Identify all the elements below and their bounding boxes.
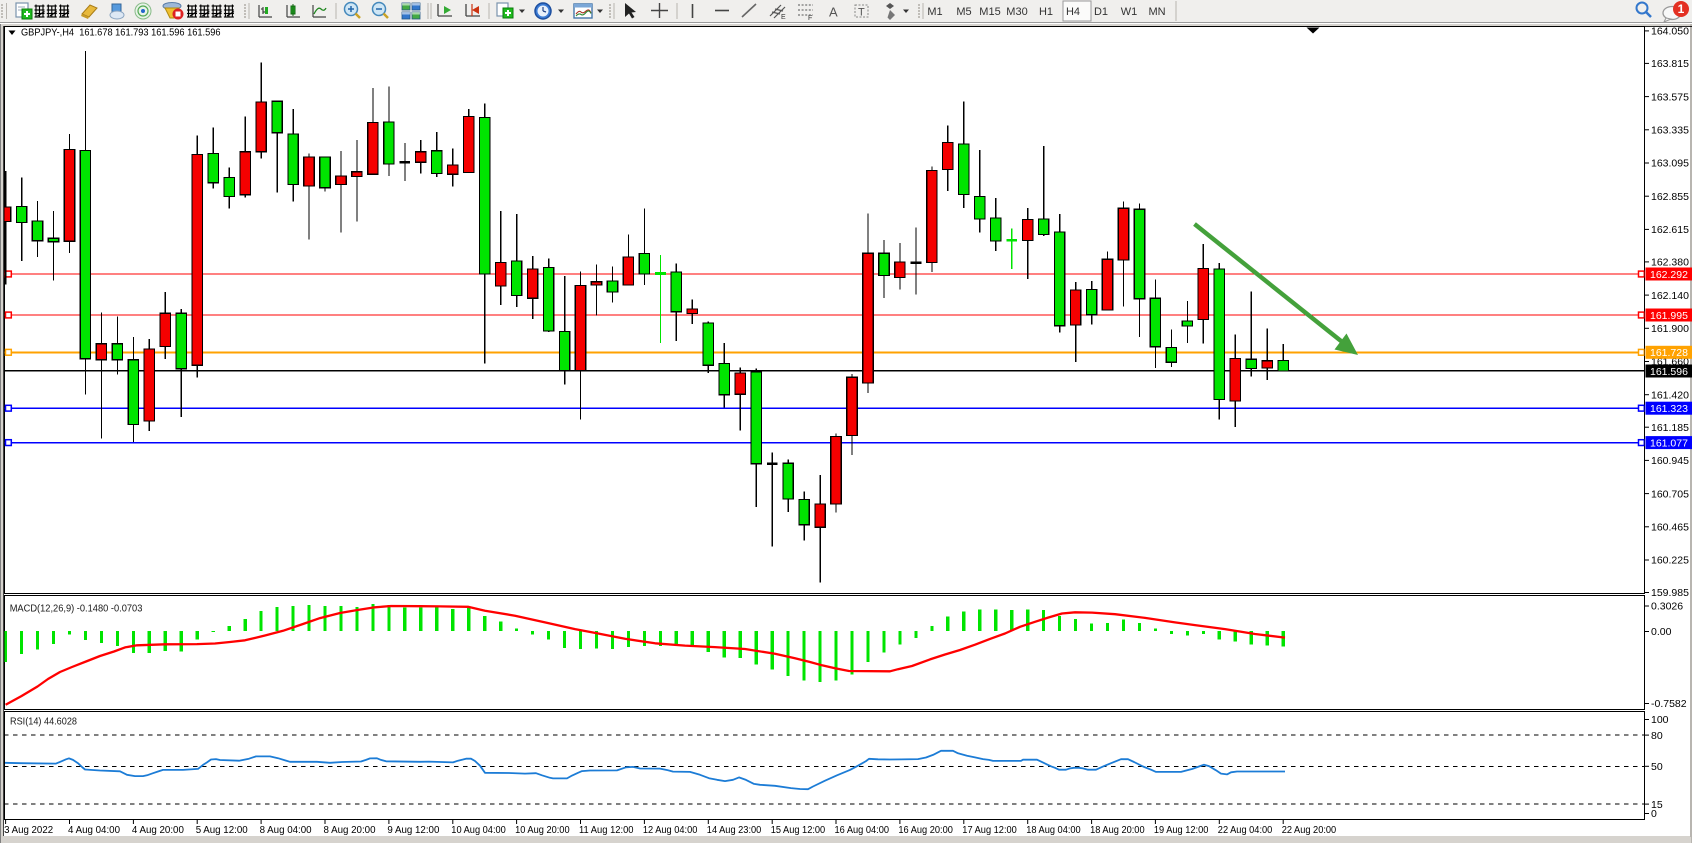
svg-text:163.095: 163.095 bbox=[1651, 158, 1689, 170]
svg-text:80: 80 bbox=[1651, 730, 1663, 742]
svg-text:16 Aug 04:00: 16 Aug 04:00 bbox=[835, 825, 890, 836]
svg-text:18 Aug 04:00: 18 Aug 04:00 bbox=[1026, 825, 1081, 836]
svg-text:0.3026: 0.3026 bbox=[1651, 601, 1683, 613]
svg-text:100: 100 bbox=[1651, 714, 1669, 726]
svg-text:160.465: 160.465 bbox=[1651, 522, 1689, 534]
svg-text:10 Aug 04:00: 10 Aug 04:00 bbox=[451, 825, 506, 836]
svg-text:161.596: 161.596 bbox=[1650, 366, 1688, 378]
svg-text:RSI(14) 44.6028: RSI(14) 44.6028 bbox=[10, 716, 78, 727]
svg-text:161.900: 161.900 bbox=[1651, 323, 1689, 335]
svg-text:A: A bbox=[829, 5, 838, 20]
svg-text:-0.7582: -0.7582 bbox=[1651, 698, 1687, 710]
svg-text:8 Aug 20:00: 8 Aug 20:00 bbox=[324, 825, 376, 836]
svg-text:162.292: 162.292 bbox=[1650, 269, 1688, 281]
svg-text:4 Aug 20:00: 4 Aug 20:00 bbox=[132, 825, 184, 836]
svg-text:15 Aug 12:00: 15 Aug 12:00 bbox=[771, 825, 826, 836]
svg-text:9 Aug 12:00: 9 Aug 12:00 bbox=[387, 825, 439, 836]
svg-text:19 Aug 12:00: 19 Aug 12:00 bbox=[1154, 825, 1209, 836]
svg-text:163.815: 163.815 bbox=[1651, 58, 1689, 70]
svg-text:50: 50 bbox=[1651, 761, 1663, 773]
svg-text:22 Aug 04:00: 22 Aug 04:00 bbox=[1218, 825, 1273, 836]
svg-text:162.615: 162.615 bbox=[1651, 224, 1689, 236]
svg-text:18 Aug 20:00: 18 Aug 20:00 bbox=[1090, 825, 1145, 836]
svg-text:160.705: 160.705 bbox=[1651, 488, 1689, 500]
svg-text:8 Aug 04:00: 8 Aug 04:00 bbox=[260, 825, 312, 836]
svg-text:5 Aug 12:00: 5 Aug 12:00 bbox=[196, 825, 248, 836]
svg-text:11 Aug 12:00: 11 Aug 12:00 bbox=[579, 825, 634, 836]
svg-text:D1: D1 bbox=[1094, 6, 1108, 18]
svg-text:M15: M15 bbox=[979, 6, 1000, 18]
svg-text:H4: H4 bbox=[1066, 6, 1080, 18]
svg-text:MACD(12,26,9) -0.1480 -0.0703: MACD(12,26,9) -0.1480 -0.0703 bbox=[10, 604, 143, 615]
svg-text:4 Aug 04:00: 4 Aug 04:00 bbox=[68, 825, 120, 836]
svg-text:16 Aug 20:00: 16 Aug 20:00 bbox=[898, 825, 953, 836]
svg-text:0.00: 0.00 bbox=[1651, 626, 1672, 638]
svg-text:F: F bbox=[808, 15, 812, 22]
svg-text:160.945: 160.945 bbox=[1651, 455, 1689, 467]
svg-text:MN: MN bbox=[1148, 6, 1165, 18]
svg-text:161.420: 161.420 bbox=[1651, 389, 1689, 401]
svg-text:GBPJPY-,H4 161.678 161.793 16: GBPJPY-,H4 161.678 161.793 161.596 161.5… bbox=[21, 27, 221, 39]
svg-text:M5: M5 bbox=[956, 6, 971, 18]
svg-text:161.728: 161.728 bbox=[1650, 347, 1688, 359]
svg-text:12 Aug 04:00: 12 Aug 04:00 bbox=[643, 825, 698, 836]
svg-text:H1: H1 bbox=[1039, 6, 1053, 18]
svg-text:160.225: 160.225 bbox=[1651, 555, 1689, 567]
svg-text:161.323: 161.323 bbox=[1650, 403, 1688, 415]
svg-text:14 Aug 23:00: 14 Aug 23:00 bbox=[707, 825, 762, 836]
svg-text:M30: M30 bbox=[1006, 6, 1027, 18]
svg-text:164.050: 164.050 bbox=[1651, 26, 1689, 38]
svg-text:22 Aug 20:00: 22 Aug 20:00 bbox=[1282, 825, 1337, 836]
svg-text:M1: M1 bbox=[927, 6, 942, 18]
svg-text:162.855: 162.855 bbox=[1651, 191, 1689, 203]
svg-text:163.335: 163.335 bbox=[1651, 125, 1689, 137]
svg-text:163.575: 163.575 bbox=[1651, 91, 1689, 103]
svg-text:15: 15 bbox=[1651, 799, 1663, 811]
svg-text:E: E bbox=[781, 14, 786, 21]
svg-text:159.985: 159.985 bbox=[1651, 587, 1689, 599]
svg-text:17 Aug 12:00: 17 Aug 12:00 bbox=[962, 825, 1017, 836]
svg-text:162.140: 162.140 bbox=[1651, 290, 1689, 302]
svg-text:T: T bbox=[858, 7, 865, 19]
svg-text:161.185: 161.185 bbox=[1651, 422, 1689, 434]
svg-text:10 Aug 20:00: 10 Aug 20:00 bbox=[515, 825, 570, 836]
svg-text:0: 0 bbox=[1651, 808, 1657, 820]
svg-text:W1: W1 bbox=[1121, 6, 1138, 18]
svg-text:161.995: 161.995 bbox=[1650, 310, 1688, 322]
svg-text:161.077: 161.077 bbox=[1650, 438, 1688, 450]
svg-text:162.380: 162.380 bbox=[1651, 257, 1689, 269]
svg-text:1: 1 bbox=[1678, 2, 1685, 16]
svg-text:3 Aug 2022: 3 Aug 2022 bbox=[4, 825, 53, 836]
